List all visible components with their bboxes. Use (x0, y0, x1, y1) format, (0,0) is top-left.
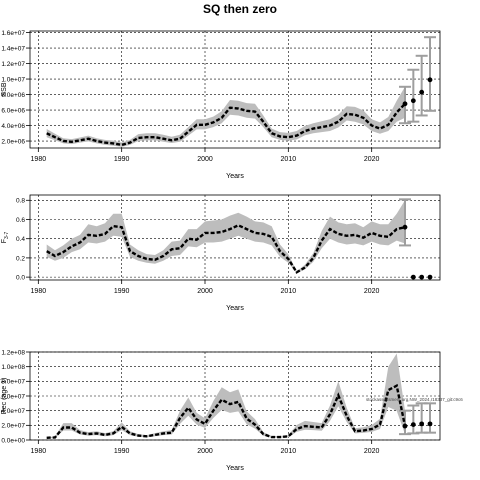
projection-point (410, 274, 416, 280)
y-tick-label: 1.2e+08 (1, 349, 25, 356)
y-tick-label: 6.0e+06 (1, 107, 25, 114)
y-tick-label: 8.0e+07 (1, 379, 25, 386)
y-tick-label: 0.6 (16, 217, 25, 224)
x-tick-label: 1990 (114, 156, 130, 163)
projection-point (402, 224, 408, 230)
y-tick-label: 0.8 (16, 198, 25, 205)
estimate-line (46, 383, 407, 439)
projection-point (410, 422, 416, 427)
projection-point (410, 98, 416, 104)
y-axis-label: F3-7 (1, 232, 10, 244)
y-tick-label: 8.0e+06 (1, 92, 25, 99)
y-tick-label: 1.0e+07 (1, 76, 25, 83)
x-axis-label: Years (226, 173, 244, 180)
confidence-band (46, 200, 405, 274)
y-tick-label: 0.2 (16, 255, 25, 262)
panel-1: 1980 1990 2000 2010 2020 2.0e+06 4.0e+06 6.0e+0… (1, 30, 441, 180)
y-tick-label: 4.0e+06 (1, 123, 25, 130)
y-axis-label-main: F (1, 239, 8, 243)
plot-frame (29, 30, 441, 149)
y-axis-label: Rec (age 1) (1, 378, 8, 415)
x-tick-label: 2010 (281, 448, 297, 455)
x-tick-label: 1990 (114, 448, 130, 455)
y-tick-label: 0.4 (16, 236, 25, 243)
x-tick-label: 2010 (281, 156, 297, 163)
y-tick-label: 2.0e+06 (1, 138, 25, 145)
x-tick-label: 1980 (31, 448, 47, 455)
x-tick-label: 1990 (114, 288, 130, 295)
projection-point (427, 421, 433, 427)
y-tick-label: 0.0 (16, 275, 25, 282)
y-tick-label: 2.0e+07 (1, 423, 25, 430)
panel-2: 1980 1990 2000 2010 2020 0.0 0.2 0.4 0.6 0.8 Years… (1, 194, 441, 312)
projection-point (419, 421, 425, 427)
y-tick-label: 1.6e+07 (1, 30, 25, 37)
confidence-band (46, 86, 405, 147)
confidence-band (46, 353, 405, 439)
estimate-line (46, 223, 406, 274)
plot-frame (29, 194, 441, 281)
y-tick-label: 1.2e+07 (1, 61, 25, 68)
x-tick-label: 2020 (364, 288, 380, 295)
y-axis-label-subscript: 3-7 (4, 232, 10, 239)
y-tick-label: 1.4e+07 (1, 45, 25, 52)
projection-point (402, 101, 408, 107)
projection-point (419, 89, 425, 95)
y-tick-label: 0.0e+00 (1, 437, 25, 444)
y-axis-label: SSB (1, 82, 8, 96)
panel-3: 1980 1990 2000 2010 2020 0.0e+00 2.0e+07 4.0e+0… (1, 349, 441, 472)
x-tick-label: 2020 (364, 156, 380, 163)
x-axis-label: Years (226, 465, 244, 472)
x-tick-label: 1980 (31, 288, 47, 295)
page-title: SQ then zero (203, 2, 277, 16)
estimate-line (46, 102, 406, 147)
x-axis-label: Years (226, 305, 244, 312)
x-tick-label: 2000 (197, 448, 213, 455)
y-tick-label: 1.0e+08 (1, 364, 25, 371)
x-tick-label: 2010 (281, 288, 297, 295)
x-tick-label: 2020 (364, 448, 380, 455)
projection-point (427, 77, 433, 83)
y-tick-label: 6.0e+07 (1, 393, 25, 400)
y-tick-label: 4.0e+07 (1, 408, 25, 415)
projection-point (402, 423, 408, 429)
x-tick-label: 1980 (31, 156, 47, 163)
projection-point (427, 274, 433, 280)
x-tick-label: 2000 (197, 288, 213, 295)
projection-point (419, 274, 425, 280)
watermark-text: stockassessment.org,NW_2024,r18337_git:c… (366, 397, 463, 402)
x-tick-label: 2000 (197, 156, 213, 163)
